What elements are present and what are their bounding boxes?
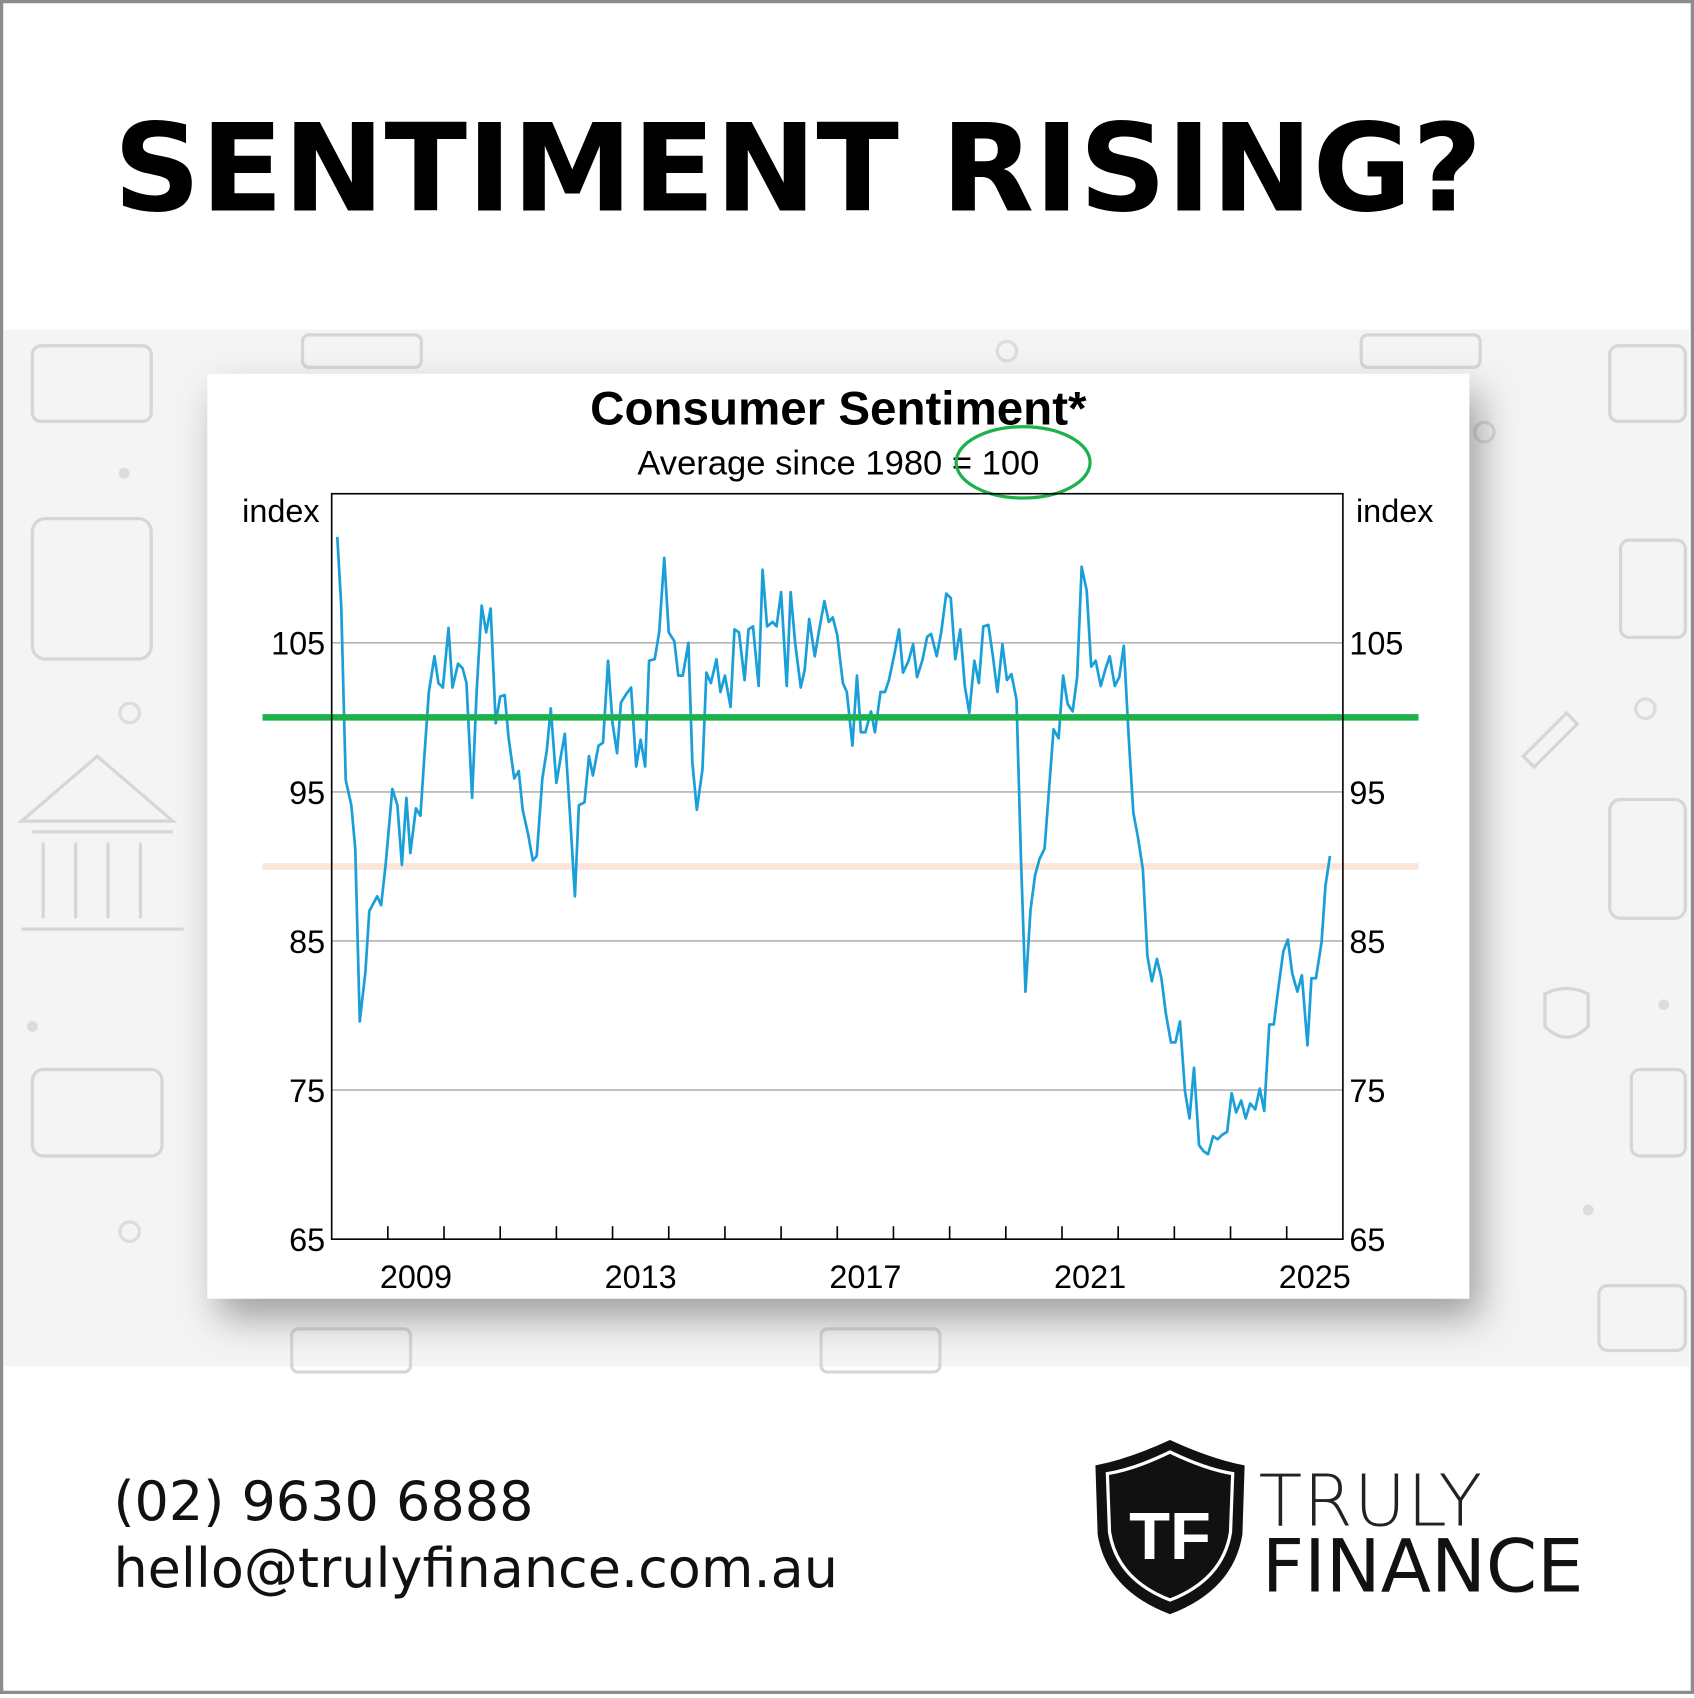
plot-frame bbox=[330, 492, 1344, 1240]
y2-axis-label: index bbox=[1356, 493, 1433, 529]
logo-line2: FINANCE bbox=[1262, 1524, 1584, 1609]
highlight-ellipse bbox=[954, 425, 1092, 500]
y2-tick-label: 85 bbox=[1349, 924, 1385, 960]
logo-mark: TF bbox=[1129, 1499, 1211, 1574]
y-tick-label: 65 bbox=[289, 1222, 325, 1258]
y-tick-label: 95 bbox=[289, 775, 325, 811]
x-tick-label: 2009 bbox=[380, 1259, 452, 1295]
y2-tick-label: 65 bbox=[1349, 1222, 1385, 1258]
x-tick-label: 2017 bbox=[829, 1259, 901, 1295]
series-line bbox=[335, 536, 1332, 1156]
x-tick-label: 2013 bbox=[605, 1259, 677, 1295]
y-tick-label: 75 bbox=[289, 1073, 325, 1109]
logo-shield bbox=[1095, 1439, 1245, 1615]
logo: TF TRULY FINANCE bbox=[1095, 1439, 1584, 1615]
y2-tick-label: 95 bbox=[1349, 775, 1385, 811]
y-tick-label: 105 bbox=[271, 626, 325, 662]
logo-shield-inner bbox=[1105, 1450, 1235, 1602]
y-tick-label: 85 bbox=[289, 924, 325, 960]
headline: SENTIMENT RISING? bbox=[113, 99, 1482, 240]
x-tick-label: 2025 bbox=[1279, 1259, 1351, 1295]
chart-panel bbox=[207, 373, 1470, 1299]
y2-tick-label: 105 bbox=[1349, 626, 1403, 662]
logo-line1: TRULY bbox=[1259, 1459, 1483, 1542]
y-axis-label: index bbox=[242, 493, 319, 529]
chart: Consumer Sentiment* Average since 1980 =… bbox=[242, 383, 1433, 1295]
chart-subtitle: Average since 1980 = 100 bbox=[637, 444, 1039, 482]
y2-tick-label: 75 bbox=[1349, 1073, 1385, 1109]
email: hello@trulyfinance.com.au bbox=[113, 1537, 837, 1600]
phone: (02) 9630 6888 bbox=[113, 1470, 533, 1533]
x-tick-label: 2021 bbox=[1054, 1259, 1126, 1295]
